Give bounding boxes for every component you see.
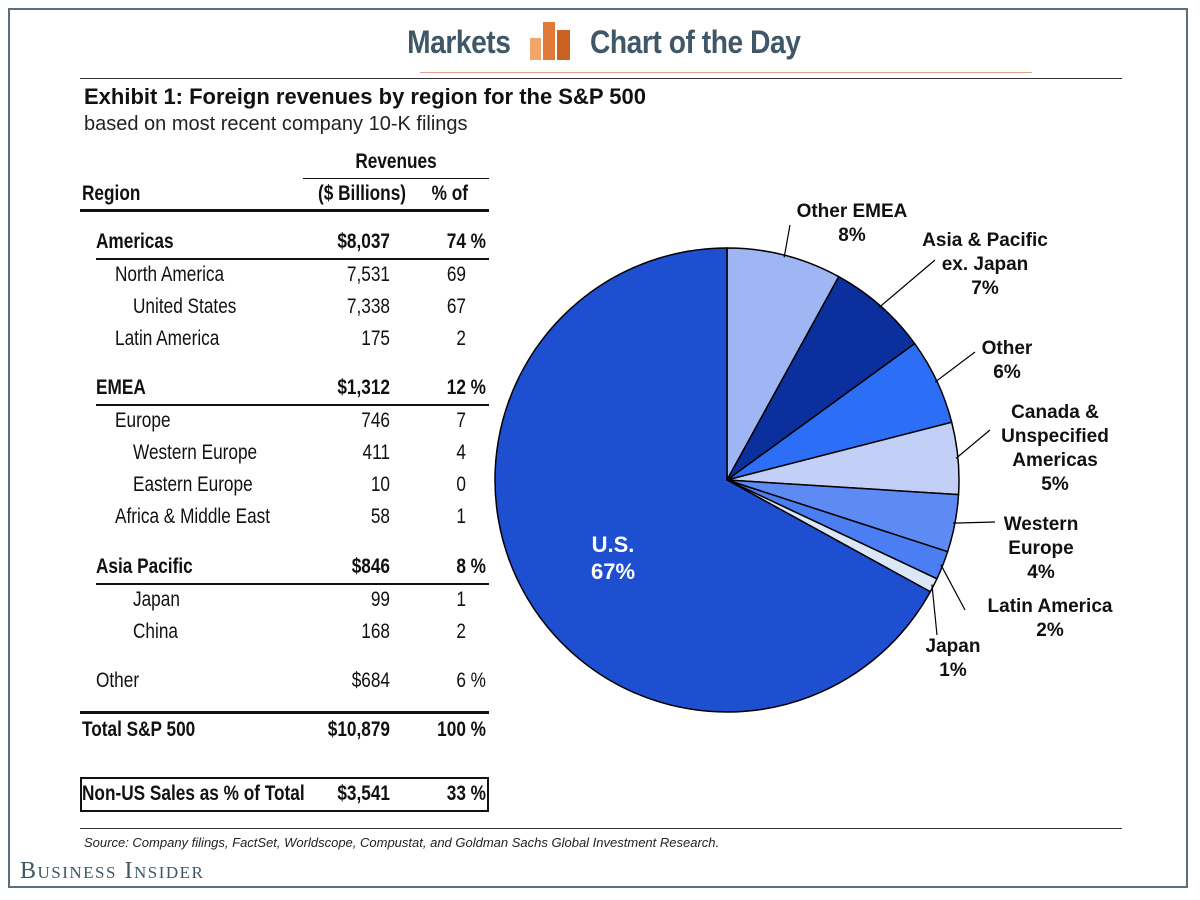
total-rule-top xyxy=(80,711,489,714)
table-row-region: Total S&P 500 xyxy=(82,718,196,741)
table-row-pct: 74 % xyxy=(446,230,486,253)
table-row-value: 7,531 xyxy=(346,263,390,286)
leader-line xyxy=(952,521,996,524)
table-row-pct: 4 xyxy=(456,441,466,464)
table-row-pct: 1 xyxy=(456,505,466,528)
table-row-region: North America xyxy=(115,263,225,286)
table-row-value: 411 xyxy=(362,441,390,464)
header-rule xyxy=(80,209,489,212)
banner: Markets Chart of the Day xyxy=(0,14,1200,70)
leader-line xyxy=(940,564,966,611)
banner-chart-of-the-day: Chart of the Day xyxy=(590,24,801,60)
table-row-value: 175 xyxy=(361,327,390,350)
table-row-pct: 8 % xyxy=(456,555,486,578)
table-row-region: Africa & Middle East xyxy=(115,505,271,528)
pie-label: Asia & Pacific ex. Japan 7% xyxy=(922,230,1048,299)
table-row-value: $3,541 xyxy=(337,782,390,805)
pie-label-us: U.S. 67% xyxy=(591,532,635,584)
table-row-value: $1,312 xyxy=(337,376,390,399)
table-row-region: Non-US Sales as % of Total xyxy=(82,782,305,805)
table-row-region: Europe xyxy=(115,409,171,432)
exhibit-subtitle: based on most recent company 10-K filing… xyxy=(84,113,468,135)
table-row-region: Other xyxy=(96,669,140,692)
banner-rule xyxy=(420,72,1032,73)
chart-of-the-day-logo-icon xyxy=(530,22,570,60)
pie-label: Canada & Unspecified Americas 5% xyxy=(1001,402,1109,495)
table-row-region: Japan xyxy=(133,588,180,611)
table-row-region: Western Europe xyxy=(133,441,258,464)
page-frame xyxy=(8,8,1188,888)
table-row-region: United States xyxy=(133,295,237,318)
table-row-value: 99 xyxy=(370,588,390,611)
leader-line xyxy=(955,429,991,459)
source-note: Source: Company filings, FactSet, Worlds… xyxy=(84,835,720,850)
pie-label: Other 6% xyxy=(982,338,1033,383)
table-row-value: $10,879 xyxy=(327,718,390,741)
table-row-pct: 1 xyxy=(456,588,466,611)
table-row-value: $8,037 xyxy=(337,230,390,253)
table-row-region: Asia Pacific xyxy=(96,555,193,578)
table-row-value: 7,338 xyxy=(346,295,390,318)
table-row-value: 10 xyxy=(370,473,390,496)
group-rule-asia xyxy=(96,583,489,585)
pie-label: Western Europe 4% xyxy=(1004,514,1079,583)
non-us-box xyxy=(80,777,489,812)
banner-markets: Markets xyxy=(406,24,511,60)
table-row-pct: 100 % xyxy=(437,718,486,741)
header-pct: % of xyxy=(431,182,468,205)
table-row-pct: 2 xyxy=(456,327,466,350)
table-row-pct: 6 % xyxy=(456,669,486,692)
leader-line xyxy=(931,584,938,636)
brand-logo: Business Insider xyxy=(20,858,205,884)
table-row-pct: 69 xyxy=(446,263,466,286)
pie-label: Other EMEA 8% xyxy=(797,201,908,246)
table-row-region: China xyxy=(133,620,178,643)
header-rule-short xyxy=(303,178,489,179)
pie-label: Japan 1% xyxy=(926,636,981,681)
table-row-pct: 67 xyxy=(446,295,466,318)
header-region: Region xyxy=(82,182,141,205)
table-row-pct: 7 xyxy=(456,409,466,432)
table-row-pct: 33 % xyxy=(446,782,486,805)
table-row-pct: 0 xyxy=(456,473,466,496)
leader-line xyxy=(934,351,976,383)
table-row-region: Eastern Europe xyxy=(133,473,253,496)
top-rule xyxy=(80,78,1122,79)
table-row-pct: 12 % xyxy=(446,376,486,399)
bottom-rule xyxy=(80,828,1122,829)
leader-line xyxy=(878,259,936,308)
pie-label: Latin America 2% xyxy=(988,596,1113,641)
exhibit-title: Exhibit 1: Foreign revenues by region fo… xyxy=(84,84,646,109)
table-row-pct: 2 xyxy=(456,620,466,643)
header-billions: ($ Billions) xyxy=(318,182,407,205)
table-row-region: Americas xyxy=(96,230,174,253)
leader-line xyxy=(783,224,791,258)
group-rule-americas xyxy=(96,258,489,260)
table-row-value: $684 xyxy=(351,669,390,692)
table-row-value: 746 xyxy=(361,409,390,432)
table-row-region: EMEA xyxy=(96,376,146,399)
table-row-value: 168 xyxy=(361,620,390,643)
table-row-region: Latin America xyxy=(115,327,220,350)
pie-slice-u-s xyxy=(494,247,932,713)
group-rule-emea xyxy=(96,404,489,406)
table-row-value: $846 xyxy=(351,555,390,578)
header-revenues: Revenues xyxy=(355,150,437,173)
table-row-value: 58 xyxy=(370,505,390,528)
